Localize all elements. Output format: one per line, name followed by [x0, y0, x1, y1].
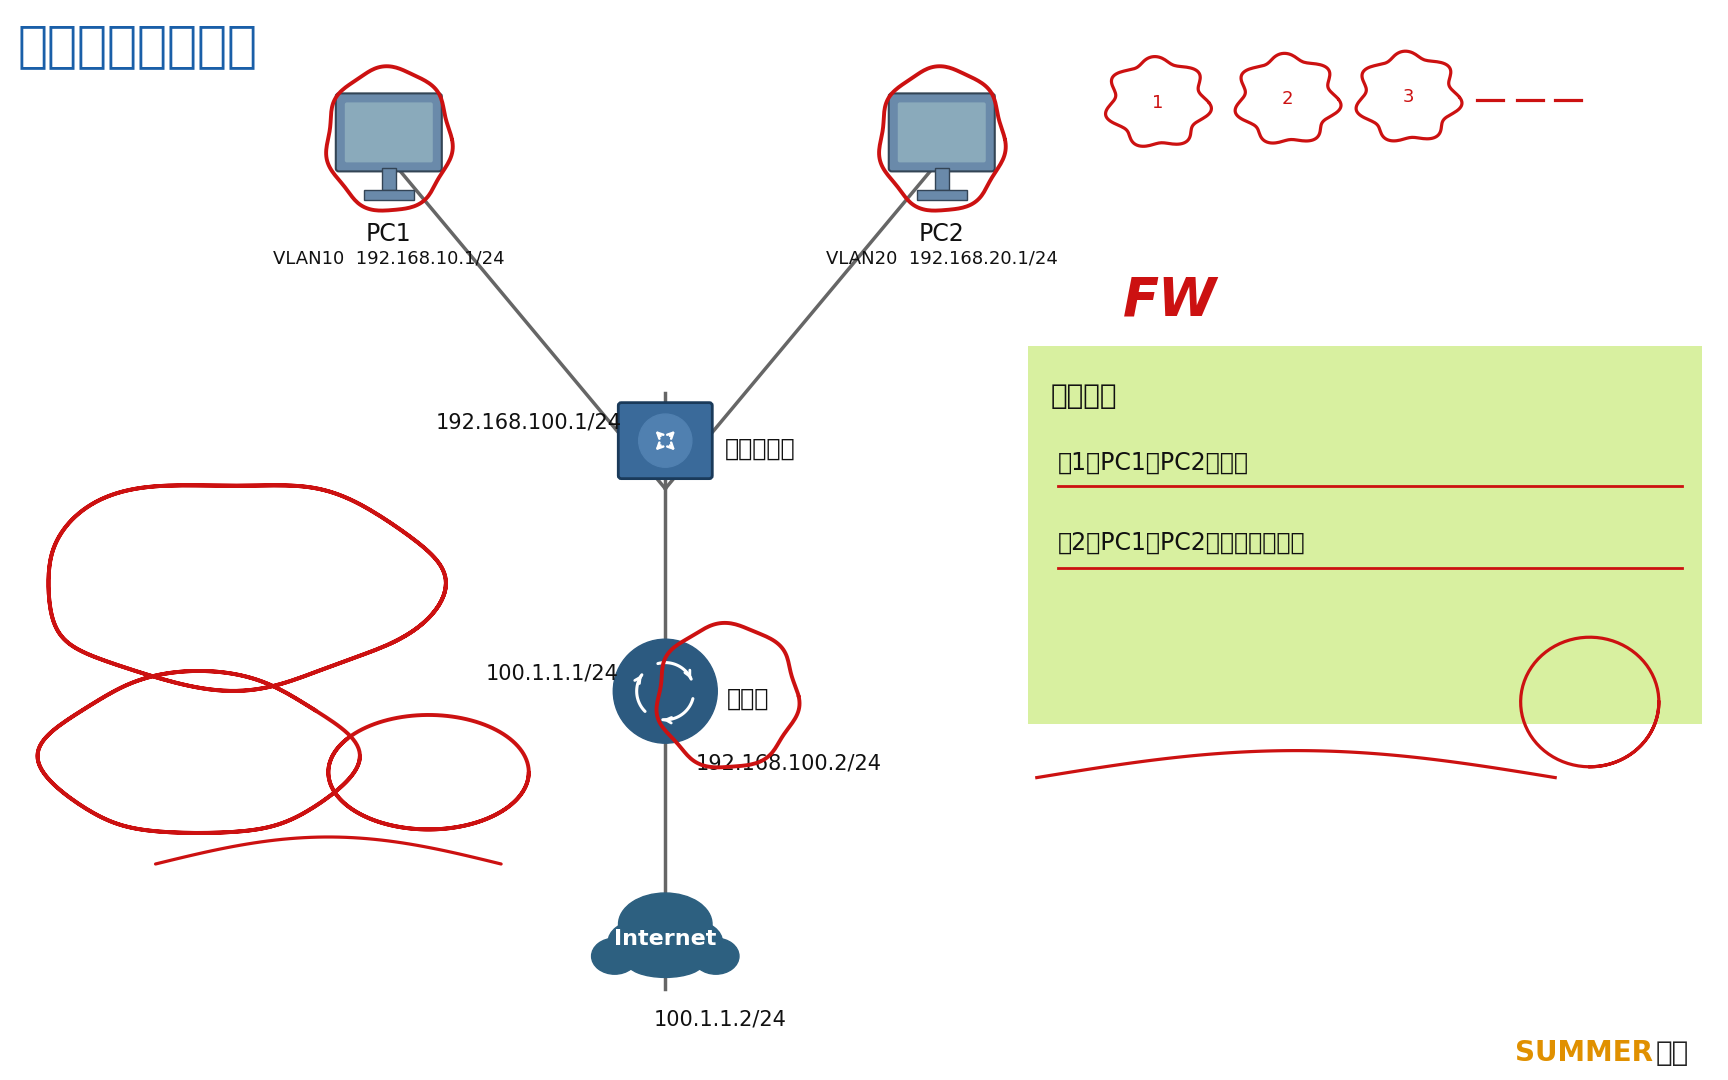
Text: 1: 1: [1153, 94, 1163, 111]
Text: 核心交换机: 核心交换机: [726, 436, 797, 461]
Text: FW: FW: [1123, 274, 1217, 326]
FancyBboxPatch shape: [619, 403, 712, 478]
Ellipse shape: [619, 893, 712, 956]
FancyBboxPatch shape: [1028, 346, 1702, 724]
Text: 2: 2: [1282, 91, 1293, 108]
Ellipse shape: [591, 939, 638, 974]
Text: 路由器: 路由器: [727, 687, 769, 712]
FancyBboxPatch shape: [346, 103, 432, 162]
Ellipse shape: [667, 921, 722, 963]
Bar: [365, 190, 413, 201]
FancyBboxPatch shape: [899, 103, 985, 162]
FancyBboxPatch shape: [888, 93, 995, 172]
Text: （1）PC1和PC2互访。: （1）PC1和PC2互访。: [1058, 450, 1249, 474]
Bar: [918, 190, 966, 201]
Ellipse shape: [627, 947, 703, 977]
Text: （2）PC1和PC2能访问互联网。: （2）PC1和PC2能访问互联网。: [1058, 530, 1306, 555]
Text: PC2: PC2: [919, 222, 964, 246]
Bar: [935, 168, 949, 190]
Text: VLAN10  192.168.10.1/24: VLAN10 192.168.10.1/24: [273, 249, 505, 268]
Text: 3: 3: [1403, 89, 1414, 106]
Text: 100.1.1.1/24: 100.1.1.1/24: [486, 663, 619, 684]
Text: 区网路由配置要点: 区网路由配置要点: [17, 22, 257, 70]
Ellipse shape: [693, 939, 740, 974]
Text: 网络需求: 网络需求: [1051, 381, 1116, 409]
Bar: [382, 168, 396, 190]
Circle shape: [613, 639, 717, 743]
Text: VLAN20  192.168.20.1/24: VLAN20 192.168.20.1/24: [826, 249, 1058, 268]
Text: Internet: Internet: [613, 929, 717, 949]
Text: 100.1.1.2/24: 100.1.1.2/24: [653, 1009, 786, 1029]
Text: 192.168.100.2/24: 192.168.100.2/24: [695, 753, 881, 773]
Circle shape: [639, 414, 691, 468]
Text: 192.168.100.1/24: 192.168.100.1/24: [435, 413, 622, 433]
Text: 课堂: 课堂: [1655, 1039, 1688, 1067]
FancyBboxPatch shape: [335, 93, 442, 172]
Text: PC1: PC1: [366, 222, 411, 246]
Text: SUMMER: SUMMER: [1515, 1039, 1654, 1067]
Ellipse shape: [608, 921, 664, 963]
